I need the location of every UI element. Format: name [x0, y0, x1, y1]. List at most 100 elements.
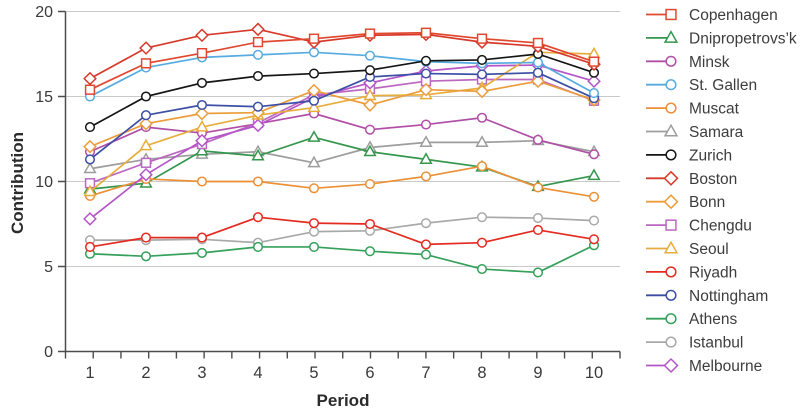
point-melbourne-p2 [139, 167, 153, 182]
point-riyadh-p6 [364, 218, 376, 230]
series-line-copenhagen [89, 31, 595, 91]
legend-marker-st-gallen [665, 79, 677, 91]
x-tick-label-4: 4 [253, 364, 262, 382]
point-melbourne-p4 [251, 118, 265, 133]
point-riyadh-p7 [420, 239, 432, 250]
series-line-zurich [89, 53, 595, 128]
x-tick-label-5: 5 [309, 364, 318, 382]
point-seoul-p2 [139, 138, 153, 151]
point-st-gallen-p6 [364, 50, 376, 61]
point-athens-p6 [364, 246, 376, 257]
point-muscat-p6 [364, 179, 376, 190]
series-line-st-gallen [89, 51, 595, 98]
x-tick-label-1: 1 [85, 364, 94, 382]
point-bonn-p6 [363, 98, 377, 112]
point-copenhagen-p8 [476, 33, 488, 44]
point-dnipropetrovs-k-p5 [307, 130, 321, 142]
point-riyadh-p4 [252, 212, 264, 223]
point-copenhagen-p7 [420, 27, 432, 38]
point-istanbul-p10 [588, 215, 600, 226]
point-bonn-p3 [195, 106, 209, 121]
legend-marker-athens [665, 313, 677, 325]
y-tick-label-20: 20 [35, 4, 53, 21]
point-samara-p7 [419, 135, 433, 147]
legend-label-st-gallen: St. Gallen [689, 77, 757, 94]
point-samara-p5 [307, 155, 321, 168]
point-zurich-p1 [84, 122, 96, 133]
point-minsk-p6 [364, 124, 376, 135]
point-muscat-p5 [308, 183, 320, 194]
legend-marker-samara [663, 123, 679, 137]
legend-label-riyadh: Riyadh [689, 264, 737, 281]
point-muscat-p4 [252, 176, 264, 187]
point-st-gallen-p5 [308, 47, 320, 58]
legend-label-boston: Boston [689, 171, 737, 188]
point-nottingham-p3 [196, 99, 208, 111]
series-line-boston [89, 28, 595, 80]
point-st-gallen-p10 [588, 88, 600, 99]
point-athens-p8 [476, 264, 488, 275]
point-zurich-p8 [476, 54, 488, 66]
legend-marker-muscat [665, 102, 677, 114]
point-zurich-p6 [364, 65, 376, 76]
point-bonn-p1 [83, 139, 97, 154]
point-copenhagen-p2 [140, 58, 152, 69]
point-bonn-p9 [531, 74, 545, 89]
x-tick-label-3: 3 [197, 364, 206, 382]
legend-label-nottingham: Nottingham [689, 288, 768, 305]
point-melbourne-p3 [195, 133, 209, 148]
point-copenhagen-p5 [308, 33, 320, 44]
x-tick-label-2: 2 [141, 364, 150, 382]
point-seoul-p1 [83, 184, 97, 197]
point-athens-p7 [420, 249, 432, 260]
point-bonn-p2 [139, 116, 153, 131]
legend-label-istanbul: Istanbul [689, 335, 743, 352]
point-riyadh-p9 [532, 224, 544, 235]
point-muscat-p9 [532, 182, 544, 193]
legend-marker-nottingham [665, 289, 677, 301]
point-zurich-p5 [308, 68, 320, 79]
point-melbourne-p1 [83, 212, 97, 226]
legend-label-bonn: Bonn [689, 194, 725, 211]
x-axis-title: Period [316, 391, 370, 410]
point-istanbul-p8 [476, 212, 488, 223]
y-tick-label-10: 10 [35, 174, 53, 191]
point-muscat-p3 [196, 176, 208, 187]
legend-marker-melbourne [663, 357, 679, 374]
series-line-istanbul [90, 216, 595, 244]
legend-marker-dnipropetrovs-k [663, 30, 679, 43]
legend-marker-copenhagen [665, 8, 677, 21]
point-dnipropetrovs-k-p4 [251, 148, 265, 161]
point-riyadh-p5 [308, 218, 320, 229]
point-athens-p9 [532, 267, 544, 278]
series-line-seoul [89, 51, 595, 193]
series-line-melbourne [89, 64, 595, 220]
point-copenhagen-p6 [364, 28, 376, 39]
series-line-riyadh [89, 216, 595, 248]
point-copenhagen-p3 [196, 48, 208, 59]
point-minsk-p9 [532, 134, 544, 145]
point-zurich-p3 [196, 77, 208, 88]
point-nottingham-p8 [476, 69, 488, 80]
point-riyadh-p3 [196, 232, 208, 243]
legend-label-zurich: Zurich [689, 147, 732, 164]
legend-label-samara: Samara [689, 124, 744, 141]
legend-label-seoul: Seoul [689, 241, 729, 258]
point-chengdu-p2 [140, 157, 152, 168]
legend-label-melbourne: Melbourne [689, 358, 762, 375]
legend-marker-minsk [665, 55, 677, 67]
point-zurich-p7 [420, 55, 432, 66]
point-muscat-p10 [588, 191, 600, 202]
point-st-gallen-p9 [532, 57, 544, 68]
point-melbourne-p10 [587, 74, 601, 89]
point-seoul-p3 [195, 119, 209, 132]
point-st-gallen-p4 [252, 49, 264, 60]
point-athens-p3 [196, 247, 208, 258]
point-muscat-p8 [476, 161, 488, 172]
point-athens-p4 [252, 241, 264, 252]
point-bonn-p7 [419, 82, 433, 97]
point-boston-p1 [83, 71, 97, 86]
point-nottingham-p4 [252, 101, 264, 112]
